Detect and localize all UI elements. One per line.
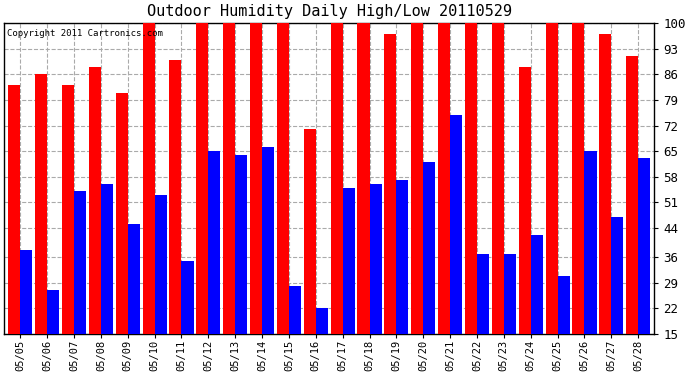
Bar	[558, 276, 570, 334]
Bar	[504, 254, 516, 334]
Bar	[370, 184, 382, 334]
Bar	[277, 23, 289, 334]
Bar	[611, 217, 623, 334]
Bar	[423, 162, 435, 334]
Bar	[438, 23, 450, 334]
Bar	[223, 23, 235, 334]
Bar	[128, 224, 140, 334]
Bar	[35, 74, 47, 334]
Bar	[89, 67, 101, 334]
Bar	[8, 85, 20, 334]
Bar	[519, 67, 531, 334]
Bar	[155, 195, 167, 334]
Bar	[477, 254, 489, 334]
Bar	[343, 188, 355, 334]
Bar	[143, 23, 155, 334]
Bar	[20, 250, 32, 334]
Bar	[465, 23, 477, 334]
Bar	[47, 290, 59, 334]
Bar	[396, 180, 408, 334]
Bar	[384, 34, 396, 334]
Bar	[304, 129, 316, 334]
Bar	[492, 23, 504, 334]
Bar	[531, 235, 543, 334]
Bar	[250, 23, 262, 334]
Bar	[196, 23, 208, 334]
Bar	[169, 60, 181, 334]
Bar	[62, 85, 74, 334]
Bar	[546, 23, 558, 334]
Bar	[357, 23, 370, 334]
Bar	[599, 34, 611, 334]
Bar	[101, 184, 113, 334]
Bar	[331, 23, 343, 334]
Bar	[638, 159, 650, 334]
Bar	[74, 191, 86, 334]
Title: Outdoor Humidity Daily High/Low 20110529: Outdoor Humidity Daily High/Low 20110529	[147, 4, 512, 19]
Bar	[450, 114, 462, 334]
Text: Copyright 2011 Cartronics.com: Copyright 2011 Cartronics.com	[8, 29, 164, 38]
Bar	[411, 23, 423, 334]
Bar	[235, 155, 247, 334]
Bar	[626, 56, 638, 334]
Bar	[181, 261, 194, 334]
Bar	[208, 151, 220, 334]
Bar	[584, 151, 597, 334]
Bar	[262, 147, 274, 334]
Bar	[316, 308, 328, 334]
Bar	[116, 93, 128, 334]
Bar	[289, 286, 301, 334]
Bar	[573, 23, 584, 334]
